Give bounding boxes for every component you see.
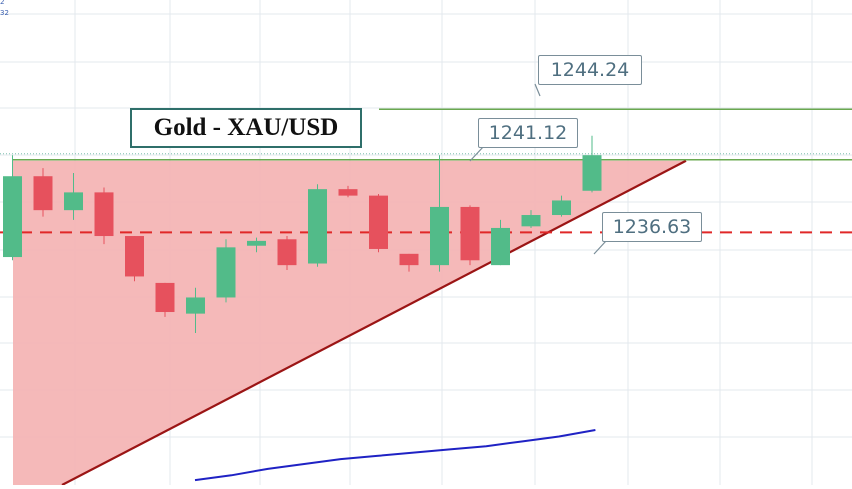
candle-bull	[430, 206, 449, 266]
candle-bear	[338, 189, 358, 196]
chart-title: Gold - XAU/USD	[130, 108, 362, 148]
label-connector	[534, 83, 541, 97]
candles	[3, 135, 602, 334]
label-connector	[593, 240, 607, 255]
level-label-support: 1236.63	[602, 212, 702, 242]
candle-bear	[125, 236, 144, 277]
corner-tick-top: 2	[0, 0, 5, 6]
moving-average	[194, 429, 596, 482]
triangle-fill	[13, 160, 686, 485]
candle-bull	[186, 297, 205, 314]
candle-bull	[521, 215, 541, 227]
label-connector	[469, 145, 485, 162]
corner-tick-bottom: 32	[0, 9, 9, 17]
level-label-resistance-upper: 1244.24	[538, 55, 642, 85]
candle-bear	[460, 206, 480, 261]
candle-bear	[33, 176, 53, 211]
price-levels	[0, 83, 852, 255]
candle-bear	[399, 253, 419, 266]
candle-bear	[369, 195, 388, 249]
moving-average-line	[194, 429, 596, 482]
candle-bear	[277, 239, 297, 266]
candle-bull	[247, 240, 266, 246]
candle-bear	[155, 282, 175, 313]
candle-bull	[308, 189, 327, 264]
level-label-resistance: 1241.12	[478, 118, 578, 148]
candle-bear	[94, 192, 114, 237]
candle-bull	[64, 192, 83, 211]
candle-bull	[582, 155, 602, 191]
candle-bull	[491, 227, 510, 266]
candle-bull	[3, 176, 22, 258]
candle-bull	[216, 247, 236, 298]
ascending-trendline	[61, 159, 687, 486]
triangle-pattern	[13, 159, 687, 486]
candle-bull	[552, 200, 571, 216]
